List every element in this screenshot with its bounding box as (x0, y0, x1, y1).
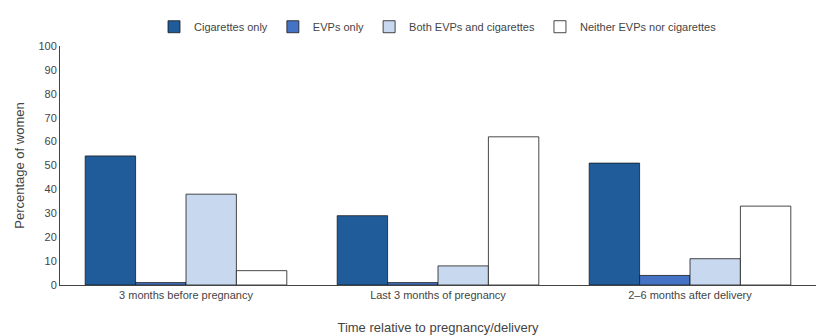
svg-text:20: 20 (45, 231, 57, 243)
svg-text:Neither EVPs nor cigarettes: Neither EVPs nor cigarettes (580, 21, 716, 33)
svg-text:70: 70 (45, 112, 57, 124)
svg-text:EVPs only: EVPs only (313, 21, 364, 33)
svg-text:Time relative to pregnancy/del: Time relative to pregnancy/delivery (337, 320, 539, 335)
svg-text:100: 100 (38, 40, 56, 52)
svg-text:Percentage of women: Percentage of women (12, 102, 27, 228)
svg-text:50: 50 (45, 159, 57, 171)
svg-text:90: 90 (45, 64, 57, 76)
svg-text:60: 60 (45, 135, 57, 147)
svg-text:Both EVPs and cigarettes: Both EVPs and cigarettes (409, 21, 535, 33)
svg-text:Last 3 months of pregnancy: Last 3 months of pregnancy (370, 289, 506, 301)
svg-text:40: 40 (45, 183, 57, 195)
svg-text:3 months before pregnancy: 3 months before pregnancy (119, 289, 253, 301)
svg-text:0: 0 (51, 279, 57, 291)
svg-text:80: 80 (45, 88, 57, 100)
svg-text:30: 30 (45, 207, 57, 219)
svg-text:10: 10 (45, 255, 57, 267)
svg-text:Cigarettes only: Cigarettes only (194, 21, 268, 33)
svg-text:2–6 months after delivery: 2–6 months after delivery (628, 289, 752, 301)
